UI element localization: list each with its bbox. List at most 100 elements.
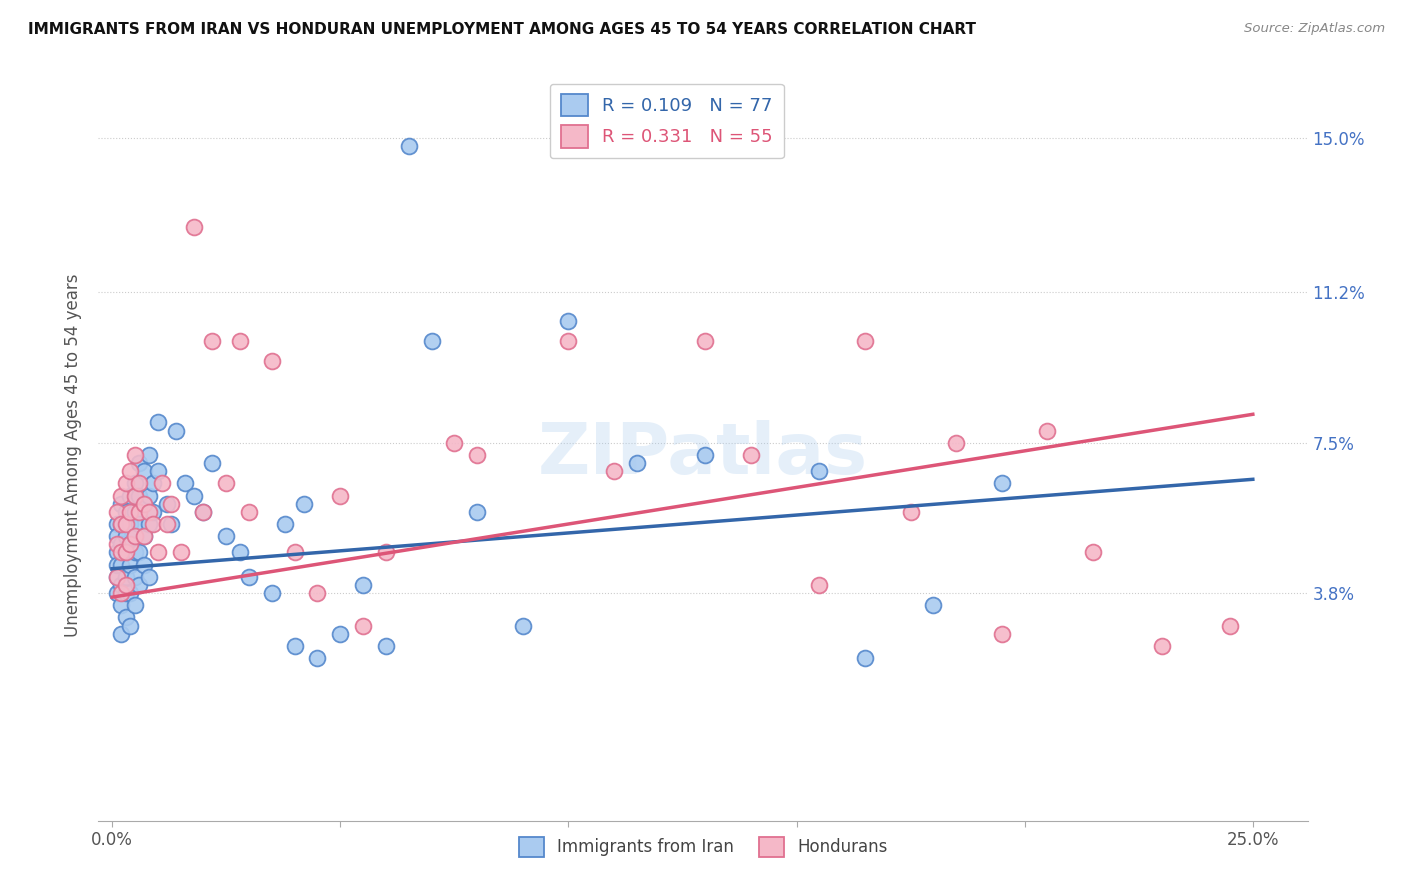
Point <box>991 626 1014 640</box>
Point <box>128 505 150 519</box>
Point <box>138 505 160 519</box>
Point <box>105 537 128 551</box>
Point <box>105 558 128 572</box>
Point <box>110 497 132 511</box>
Point <box>132 497 155 511</box>
Point <box>132 464 155 478</box>
Point <box>853 334 876 348</box>
Point <box>105 586 128 600</box>
Point <box>124 545 146 559</box>
Point <box>284 545 307 559</box>
Point <box>124 505 146 519</box>
Point <box>110 578 132 592</box>
Point <box>215 476 238 491</box>
Point <box>132 497 155 511</box>
Point <box>105 505 128 519</box>
Point <box>900 505 922 519</box>
Point <box>1150 639 1173 653</box>
Point <box>124 476 146 491</box>
Point <box>142 476 165 491</box>
Point <box>398 139 420 153</box>
Point <box>120 537 142 551</box>
Point <box>146 464 169 478</box>
Point <box>352 578 374 592</box>
Point <box>1219 618 1241 632</box>
Point <box>146 416 169 430</box>
Point <box>1081 545 1104 559</box>
Point <box>169 545 191 559</box>
Point <box>150 476 173 491</box>
Point <box>120 618 142 632</box>
Y-axis label: Unemployment Among Ages 45 to 54 years: Unemployment Among Ages 45 to 54 years <box>63 273 82 637</box>
Point <box>160 497 183 511</box>
Point <box>557 314 579 328</box>
Point <box>557 334 579 348</box>
Point <box>374 639 396 653</box>
Point <box>183 220 205 235</box>
Point <box>201 456 224 470</box>
Point <box>124 489 146 503</box>
Point <box>105 570 128 584</box>
Text: ZIPatlas: ZIPatlas <box>538 420 868 490</box>
Point <box>120 489 142 503</box>
Point <box>274 516 297 531</box>
Point <box>110 558 132 572</box>
Point <box>142 516 165 531</box>
Point <box>229 334 252 348</box>
Point <box>808 464 831 478</box>
Point <box>420 334 443 348</box>
Point <box>105 529 128 543</box>
Point <box>114 545 136 559</box>
Point <box>138 489 160 503</box>
Point <box>160 516 183 531</box>
Point <box>329 489 352 503</box>
Point <box>128 456 150 470</box>
Point <box>110 599 132 613</box>
Point <box>193 505 215 519</box>
Point <box>307 651 329 665</box>
Point <box>124 599 146 613</box>
Point <box>114 476 136 491</box>
Text: Source: ZipAtlas.com: Source: ZipAtlas.com <box>1244 22 1385 36</box>
Point <box>307 586 329 600</box>
Point <box>329 626 352 640</box>
Point <box>128 476 150 491</box>
Point <box>603 464 626 478</box>
Point <box>132 529 155 543</box>
Point <box>215 529 238 543</box>
Point <box>808 578 831 592</box>
Point <box>465 448 488 462</box>
Point <box>138 516 160 531</box>
Point <box>465 505 488 519</box>
Point <box>128 516 150 531</box>
Point <box>146 545 169 559</box>
Point <box>260 354 283 368</box>
Point <box>512 618 534 632</box>
Point <box>183 489 205 503</box>
Point <box>132 529 155 543</box>
Point <box>165 424 187 438</box>
Point <box>132 558 155 572</box>
Point <box>740 448 762 462</box>
Point <box>156 516 179 531</box>
Point <box>120 505 142 519</box>
Point <box>174 476 197 491</box>
Point <box>124 529 146 543</box>
Point <box>110 626 132 640</box>
Point <box>120 464 142 478</box>
Point <box>626 456 648 470</box>
Point <box>128 578 150 592</box>
Point <box>114 610 136 624</box>
Point <box>128 489 150 503</box>
Point <box>443 435 465 450</box>
Point <box>138 448 160 462</box>
Point <box>142 505 165 519</box>
Point <box>114 578 136 592</box>
Point <box>352 618 374 632</box>
Point <box>156 497 179 511</box>
Point <box>229 545 252 559</box>
Point <box>114 545 136 559</box>
Point <box>991 476 1014 491</box>
Point <box>1036 424 1059 438</box>
Point <box>695 448 717 462</box>
